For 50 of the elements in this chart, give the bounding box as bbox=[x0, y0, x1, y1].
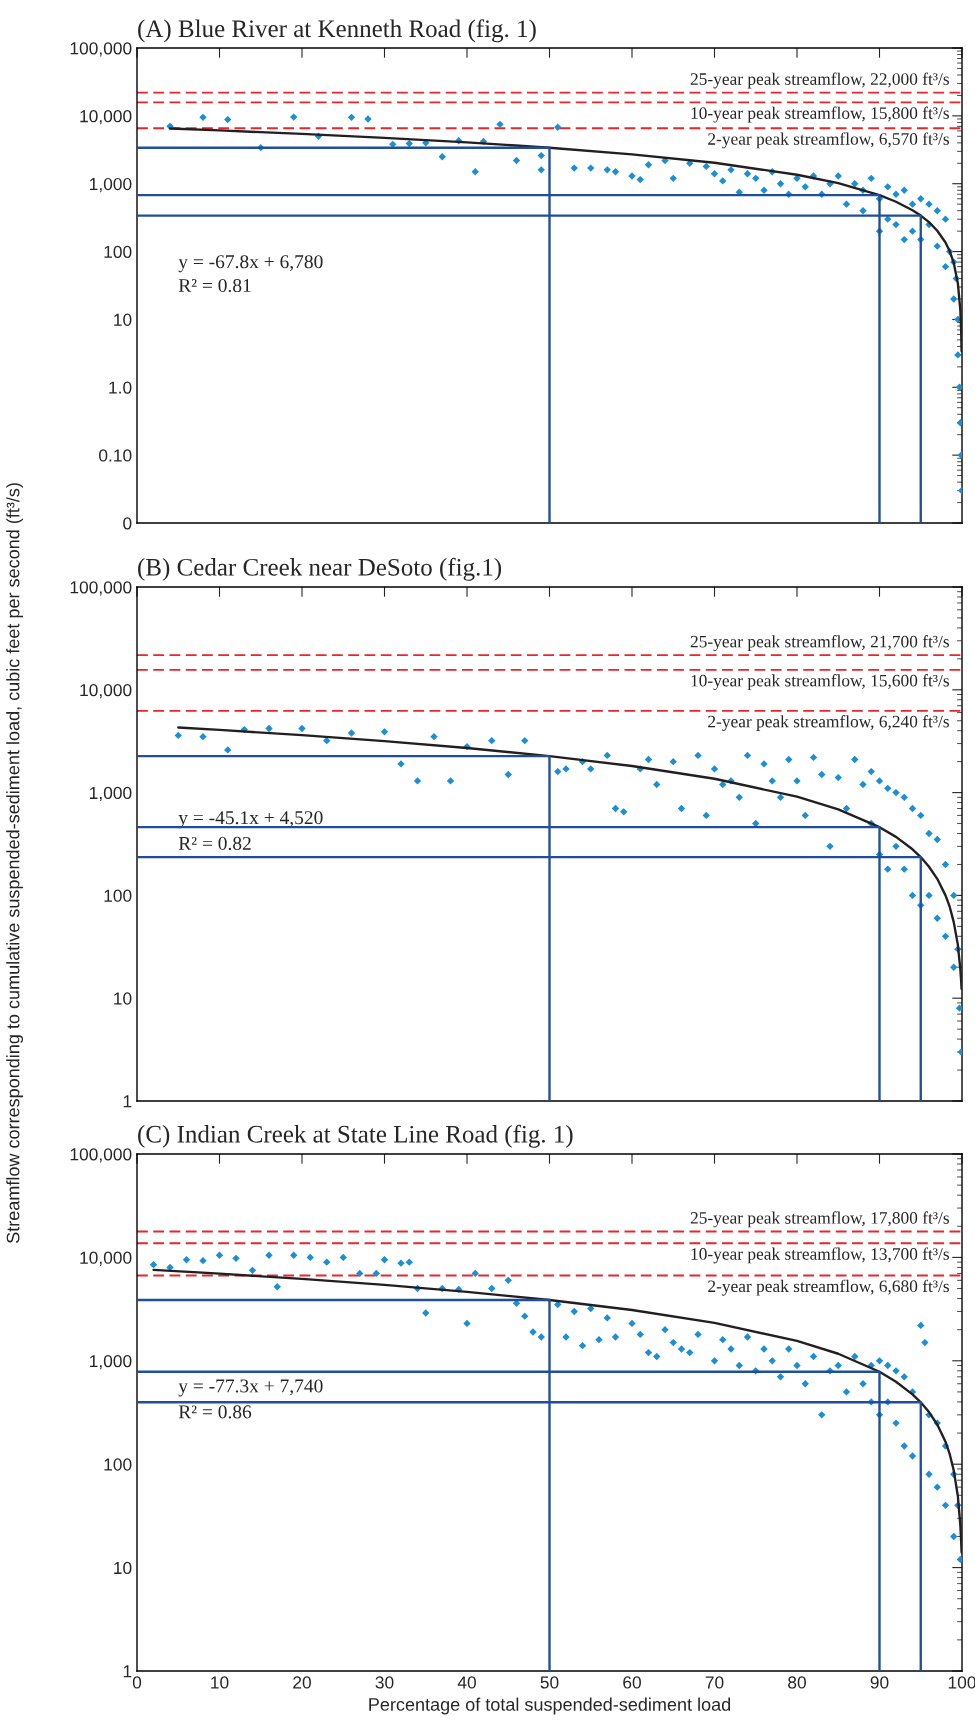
y-tick-label: 100,000 bbox=[70, 581, 132, 596]
x-tick-label: 50 bbox=[540, 1676, 559, 1689]
x-tick-label: 70 bbox=[705, 1676, 724, 1689]
y-tick-label: 100 bbox=[104, 245, 132, 259]
x-tick-label: 30 bbox=[375, 1676, 394, 1689]
x-tick-label: 0 bbox=[132, 1676, 142, 1689]
ref-line-label: 2-year peak streamflow, 6,570 ft³/s bbox=[708, 132, 949, 149]
y-tick-label: 10,000 bbox=[80, 683, 132, 699]
y-tick-label: 100,000 bbox=[70, 42, 132, 57]
x-tick-label: 40 bbox=[457, 1676, 476, 1689]
ref-line-label: 10-year peak streamflow, 15,800 ft³/s bbox=[691, 106, 949, 123]
x-tick-label: 20 bbox=[293, 1676, 311, 1689]
annotation: y = -67.8x + 6,780 bbox=[178, 255, 323, 273]
y-tick-label: 100 bbox=[104, 1458, 132, 1471]
y-axis-title: Streamflow corresponding to cumulative suspended-sediment load, cubic feet per second (ft³/s) bbox=[6, 483, 24, 1244]
ref-line-label: 2-year peak streamflow, 6,240 ft³/s bbox=[708, 715, 949, 731]
chart-title: (B) Cedar Creek near DeSoto (fig.1) bbox=[138, 557, 502, 581]
ref-line-label: 2-year peak streamflow, 6,680 ft³/s bbox=[708, 1279, 949, 1296]
x-tick-label: 80 bbox=[788, 1676, 806, 1689]
x-tick-label: 100 bbox=[948, 1676, 975, 1689]
y-tick-label: 10,000 bbox=[80, 1251, 132, 1266]
annotation: R² = 0.86 bbox=[178, 1405, 252, 1419]
ref-line-label: 25-year peak streamflow, 21,700 ft³/s bbox=[690, 635, 949, 652]
annotation: y = -77.3x + 7,740 bbox=[178, 1379, 323, 1397]
chart-title: (A) Blue River at Kenneth Road (fig. 1) bbox=[138, 19, 536, 43]
ref-line-label: 10-year peak streamflow, 13,700 ft³/s bbox=[691, 1247, 949, 1264]
ref-line-label: 25-year peak streamflow, 22,000 ft³/s bbox=[690, 72, 949, 89]
ref-line-label: 10-year peak streamflow, 15,600 ft³/s bbox=[691, 674, 949, 691]
y-tick-label: 1,000 bbox=[90, 1354, 132, 1370]
y-tick-label: 1.0 bbox=[109, 381, 132, 394]
y-tick-label: 1 bbox=[123, 1665, 132, 1678]
y-tick-label: 1 bbox=[123, 1095, 132, 1108]
y-tick-label: 0.10 bbox=[99, 449, 132, 462]
x-tick-label: 90 bbox=[870, 1676, 889, 1689]
y-tick-label: 0 bbox=[123, 517, 132, 530]
chart-title: (C) Indian Creek at State Line Road (fig. 1) bbox=[138, 1124, 573, 1148]
x-tick-label: 60 bbox=[623, 1676, 641, 1689]
y-tick-label: 10 bbox=[114, 992, 132, 1005]
y-tick-label: 1,000 bbox=[90, 177, 132, 193]
y-tick-label: 10 bbox=[114, 313, 132, 326]
x-axis-title: Percentage of total suspended-sediment load bbox=[369, 1697, 731, 1715]
y-tick-label: 100 bbox=[104, 889, 132, 902]
y-tick-label: 10 bbox=[114, 1561, 132, 1575]
y-tick-label: 1,000 bbox=[90, 786, 132, 802]
y-tick-label: 100,000 bbox=[70, 1148, 132, 1163]
ref-line-label: 25-year peak streamflow, 17,800 ft³/s bbox=[690, 1211, 949, 1228]
y-tick-label: 10,000 bbox=[80, 110, 132, 125]
x-tick-label: 10 bbox=[211, 1676, 229, 1689]
annotation: R² = 0.82 bbox=[178, 836, 251, 851]
annotation: R² = 0.81 bbox=[178, 278, 251, 293]
